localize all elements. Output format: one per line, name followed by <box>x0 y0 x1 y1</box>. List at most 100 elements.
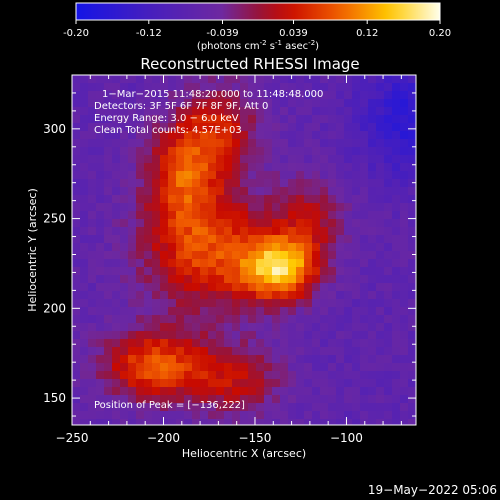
heatmap-cell <box>408 243 416 251</box>
heatmap-cell <box>128 291 136 299</box>
heatmap-cell <box>208 99 216 107</box>
heatmap-cell <box>80 131 88 139</box>
heatmap-cell <box>376 363 384 371</box>
heatmap-cell <box>224 139 232 147</box>
heatmap-cell <box>360 259 368 267</box>
heatmap-cell <box>392 379 400 387</box>
heatmap-cell <box>128 171 136 179</box>
heatmap-cell <box>320 147 328 155</box>
heatmap-cell <box>408 315 416 323</box>
heatmap-cell <box>304 115 312 123</box>
heatmap-cell <box>272 299 280 307</box>
heatmap-cell <box>80 75 88 83</box>
heatmap-cell <box>216 411 224 419</box>
heatmap-cell <box>136 251 144 259</box>
heatmap-cell <box>160 251 168 259</box>
heatmap-cell <box>240 131 248 139</box>
heatmap-cell <box>312 251 320 259</box>
heatmap-cell <box>112 171 120 179</box>
heatmap-cell <box>328 251 336 259</box>
heatmap-cell <box>240 147 248 155</box>
heatmap-cell <box>232 211 240 219</box>
heatmap-cell <box>344 187 352 195</box>
heatmap-cell <box>160 227 168 235</box>
heatmap-cell <box>104 131 112 139</box>
heatmap-cell <box>128 131 136 139</box>
heatmap-cell <box>384 291 392 299</box>
heatmap-cell <box>352 131 360 139</box>
heatmap-cell <box>224 307 232 315</box>
heatmap-cell <box>320 99 328 107</box>
heatmap-cell <box>304 379 312 387</box>
heatmap-cell <box>296 291 304 299</box>
heatmap-cell <box>344 371 352 379</box>
heatmap-cell <box>320 251 328 259</box>
heatmap-cell <box>88 299 96 307</box>
heatmap-cell <box>320 187 328 195</box>
heatmap-cell <box>264 83 272 91</box>
heatmap-cell <box>256 235 264 243</box>
heatmap-cell <box>120 291 128 299</box>
heatmap-cell <box>256 395 264 403</box>
heatmap-cell <box>256 299 264 307</box>
heatmap-cell <box>208 187 216 195</box>
heatmap-cell <box>104 395 112 403</box>
heatmap-cell <box>216 203 224 211</box>
heatmap-cell <box>184 291 192 299</box>
heatmap-cell <box>160 379 168 387</box>
heatmap-cell <box>384 147 392 155</box>
heatmap-cell <box>208 395 216 403</box>
heatmap-cell <box>192 131 200 139</box>
heatmap-cell <box>224 91 232 99</box>
heatmap-cell <box>328 379 336 387</box>
heatmap-cell <box>240 195 248 203</box>
heatmap-cell <box>336 123 344 131</box>
heatmap-cell <box>328 163 336 171</box>
heatmap-cell <box>288 363 296 371</box>
heatmap-cell <box>376 411 384 419</box>
heatmap-cell <box>200 115 208 123</box>
heatmap-cell <box>312 347 320 355</box>
heatmap-cell <box>328 91 336 99</box>
heatmap-cell <box>392 307 400 315</box>
heatmap-cell <box>104 155 112 163</box>
heatmap-cell <box>368 99 376 107</box>
heatmap-cell <box>288 371 296 379</box>
heatmap-cell <box>296 339 304 347</box>
heatmap-cell <box>336 347 344 355</box>
heatmap-cell <box>72 243 80 251</box>
heatmap-cell <box>336 131 344 139</box>
heatmap-cell <box>224 155 232 163</box>
heatmap-cell <box>152 123 160 131</box>
heatmap-cell <box>256 211 264 219</box>
heatmap-cell <box>112 187 120 195</box>
heatmap-cell <box>96 235 104 243</box>
heatmap-cell <box>216 75 224 83</box>
heatmap-cell <box>352 267 360 275</box>
heatmap-cell <box>376 99 384 107</box>
heatmap-cell <box>304 347 312 355</box>
heatmap-cell <box>184 171 192 179</box>
heatmap-cell <box>360 83 368 91</box>
heatmap-cell <box>240 91 248 99</box>
heatmap-cell <box>368 275 376 283</box>
heatmap-cell <box>152 331 160 339</box>
heatmap-cell <box>376 403 384 411</box>
heatmap-cell <box>392 227 400 235</box>
heatmap-cell <box>272 251 280 259</box>
heatmap-cell <box>376 331 384 339</box>
heatmap-cell <box>280 403 288 411</box>
heatmap-cell <box>344 235 352 243</box>
heatmap-cell <box>320 283 328 291</box>
heatmap-cell <box>392 171 400 179</box>
heatmap-cell <box>392 251 400 259</box>
heatmap-cell <box>104 91 112 99</box>
heatmap-cell <box>208 275 216 283</box>
heatmap-cell <box>128 155 136 163</box>
heatmap-cell <box>376 171 384 179</box>
heatmap-cell <box>184 315 192 323</box>
heatmap-cell <box>328 83 336 91</box>
heatmap-cell <box>368 139 376 147</box>
heatmap-cell <box>200 411 208 419</box>
heatmap-cell <box>160 99 168 107</box>
